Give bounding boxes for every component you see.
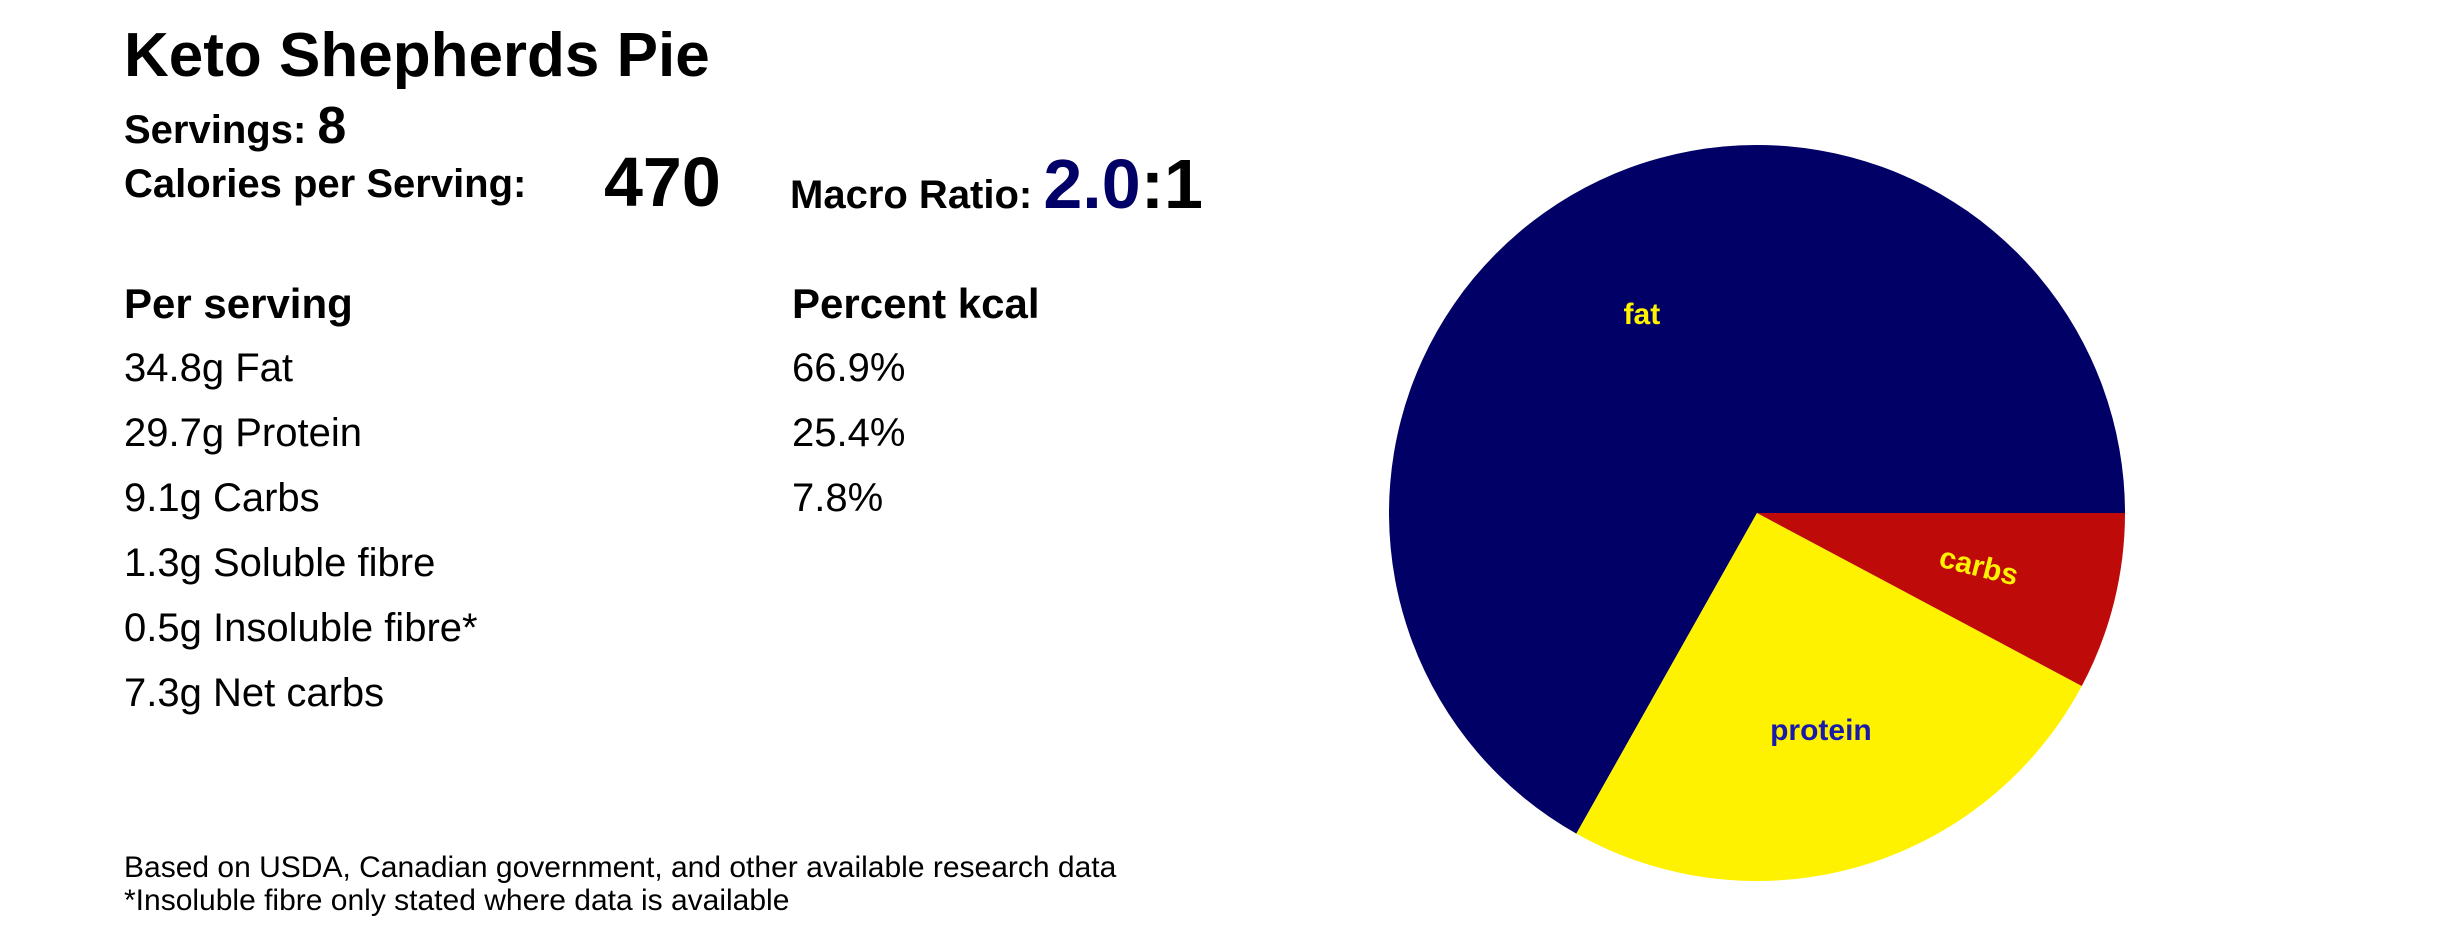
- footnote-source: Based on USDA, Canadian government, and …: [124, 851, 1117, 884]
- servings-label: Servings:: [124, 108, 307, 152]
- pie-slice-protein: [1576, 513, 2082, 881]
- footnote-insoluble-fibre: *Insoluble fibre only stated where data …: [124, 884, 790, 917]
- per-serving-row-carbs: 9.1g Carbs: [124, 476, 320, 520]
- per-serving-header: Per serving: [124, 280, 353, 327]
- servings-line: Servings: 8: [124, 98, 346, 158]
- percent-row-protein: 25.4%: [792, 411, 906, 455]
- pie-slice-fat: [1389, 144, 2125, 834]
- servings-value: 8: [317, 97, 347, 155]
- pie-slice-carbs: [1757, 513, 2125, 687]
- calories-line: Calories per Serving: 470: [124, 143, 721, 221]
- calories-value: 470: [604, 143, 721, 221]
- macro-ratio-label: Macro Ratio:: [790, 173, 1033, 217]
- macro-ratio-line: Macro Ratio: 2.0:1: [790, 148, 1203, 231]
- recipe-title: Keto Shepherds Pie: [124, 21, 710, 90]
- pie-label-fat: fat: [1624, 298, 1661, 331]
- pie-label-protein: protein: [1770, 714, 1872, 747]
- per-serving-row-soluble-fibre: 1.3g Soluble fibre: [124, 541, 436, 585]
- percent-row-fat: 66.9%: [792, 346, 906, 390]
- per-serving-row-net-carbs: 7.3g Net carbs: [124, 671, 385, 715]
- macro-ratio: 2.0:1: [1043, 145, 1203, 223]
- percent-kcal-header: Percent kcal: [792, 280, 1040, 327]
- per-serving-row-fat: 34.8g Fat: [124, 346, 294, 390]
- per-serving-row-insoluble-fibre: 0.5g Insoluble fibre*: [124, 606, 478, 650]
- calories-label: Calories per Serving:: [124, 162, 527, 206]
- per-serving-row-protein: 29.7g Protein: [124, 411, 362, 455]
- macro-ratio-suffix: :1: [1140, 145, 1203, 223]
- macro-ratio-value: 2.0: [1043, 145, 1141, 223]
- percent-row-carbs: 7.8%: [792, 476, 884, 520]
